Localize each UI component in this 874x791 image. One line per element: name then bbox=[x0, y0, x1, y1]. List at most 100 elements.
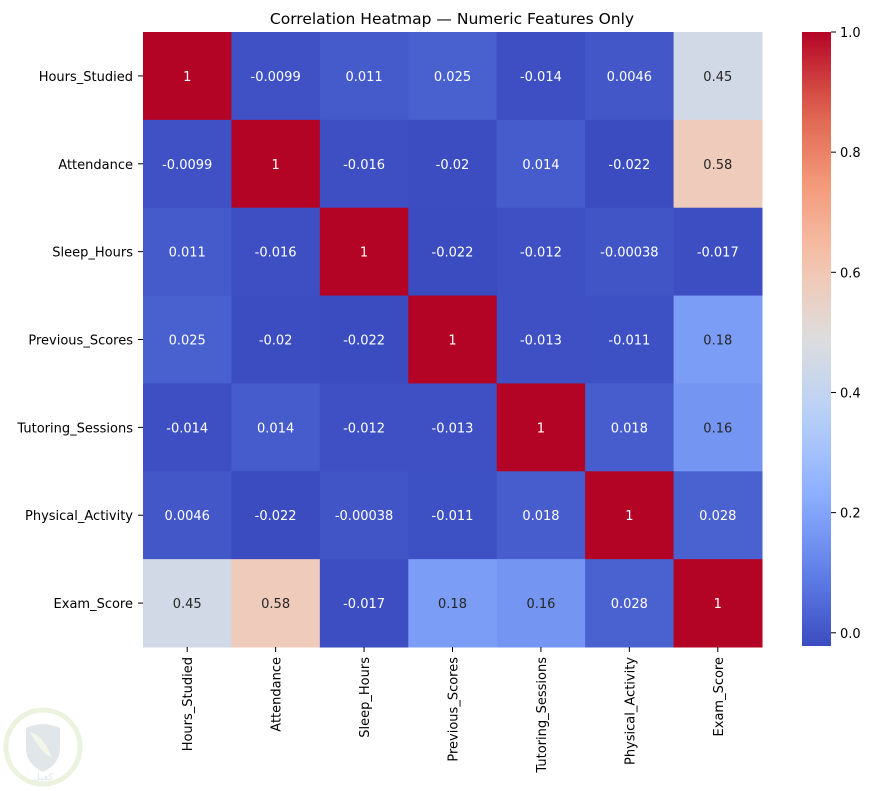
heatmap-cell bbox=[143, 32, 232, 121]
heatmap-cell bbox=[585, 207, 675, 297]
cell-annotation: -0.022 bbox=[255, 509, 297, 524]
y-tick-label: Previous_Scores bbox=[28, 334, 133, 349]
cell-annotation: 0.014 bbox=[257, 421, 294, 436]
cell-annotation: -0.016 bbox=[343, 158, 385, 173]
x-axis-tick-labels: Hours_Studied Attendance Sleep_Hours Previo… bbox=[181, 647, 727, 774]
cell-annotation: 0.58 bbox=[703, 158, 732, 173]
heatmap-cell bbox=[143, 471, 232, 560]
cell-annotation: 0.018 bbox=[611, 421, 648, 436]
heatmap-cell bbox=[673, 383, 763, 472]
heatmap-cell bbox=[673, 295, 763, 384]
heatmap-cells: 1 -0.0099 0.011 0.025 -0.014 0.0046 0.45 -0.009… bbox=[143, 32, 763, 648]
cell-annotation: -0.013 bbox=[520, 334, 562, 349]
colorbar-tick-label: 0.4 bbox=[840, 386, 861, 401]
cell-annotation: 1 bbox=[537, 421, 545, 436]
heatmap-cell bbox=[673, 207, 763, 297]
heatmap-cell bbox=[496, 119, 586, 209]
cell-annotation: 0.16 bbox=[526, 597, 555, 612]
cell-annotation: 0.028 bbox=[611, 597, 648, 612]
heatmap-cell bbox=[496, 383, 586, 472]
x-tick-label: Previous_Scores bbox=[447, 657, 462, 762]
heatmap-cell bbox=[143, 383, 232, 472]
x-tick-label: Sleep_Hours bbox=[358, 657, 373, 738]
y-tick-label: Sleep_Hours bbox=[52, 246, 133, 261]
cell-annotation: 0.18 bbox=[438, 597, 467, 612]
cell-annotation: -0.02 bbox=[436, 158, 470, 173]
heatmap-cell bbox=[585, 383, 675, 472]
y-tick-label: Exam_Score bbox=[54, 597, 133, 612]
cell-annotation: 0.011 bbox=[169, 246, 206, 261]
watermark-logo: كفيل bbox=[3, 707, 83, 787]
heatmap-cell bbox=[231, 383, 321, 472]
cell-annotation: 0.028 bbox=[699, 509, 736, 524]
watermark-text: كفيل bbox=[33, 772, 54, 783]
heatmap-cell bbox=[319, 207, 409, 297]
cell-annotation: 0.025 bbox=[169, 334, 206, 349]
heatmap-cell bbox=[143, 295, 232, 384]
cell-annotation: 1 bbox=[714, 597, 722, 612]
heatmap-cell bbox=[143, 559, 232, 648]
cell-annotation: -0.017 bbox=[697, 246, 739, 261]
cell-annotation: -0.0099 bbox=[251, 70, 301, 85]
heatmap-cell bbox=[673, 32, 763, 121]
heatmap-cell bbox=[585, 559, 675, 648]
heatmap-cell bbox=[231, 119, 321, 209]
watermark-ring bbox=[3, 707, 83, 787]
heatmap-cell bbox=[673, 471, 763, 560]
cell-annotation: -0.012 bbox=[520, 246, 562, 261]
heatmap-cell bbox=[408, 207, 498, 297]
heatmap-cell bbox=[496, 471, 586, 560]
heatmap-cell bbox=[319, 119, 409, 209]
cell-annotation: 0.18 bbox=[703, 334, 732, 349]
heatmap-cell bbox=[231, 559, 321, 648]
cell-annotation: -0.014 bbox=[166, 421, 208, 436]
cell-annotation: -0.0099 bbox=[162, 158, 212, 173]
heatmap-cell bbox=[408, 559, 498, 648]
heatmap-cell bbox=[408, 295, 498, 384]
heatmap-cell bbox=[319, 471, 409, 560]
heatmap-cell bbox=[496, 207, 586, 297]
y-tick-label: Hours_Studied bbox=[39, 70, 133, 85]
heatmap-cell bbox=[585, 32, 675, 121]
cell-annotation: 1 bbox=[448, 334, 456, 349]
cell-annotation: -0.014 bbox=[520, 70, 562, 85]
heatmap-cell bbox=[585, 295, 675, 384]
heatmap-cell bbox=[408, 383, 498, 472]
cell-annotation: -0.022 bbox=[608, 158, 650, 173]
cell-annotation: 1 bbox=[360, 246, 368, 261]
heatmap-cell bbox=[143, 207, 232, 297]
heatmap-cell bbox=[319, 559, 409, 648]
heatmap-cell bbox=[408, 119, 498, 209]
cell-annotation: -0.00038 bbox=[600, 246, 658, 261]
cell-annotation: 0.45 bbox=[173, 597, 202, 612]
heatmap-cell bbox=[585, 471, 675, 560]
heatmap-cell bbox=[319, 295, 409, 384]
cell-annotation: 0.0046 bbox=[164, 509, 210, 524]
cell-annotation: -0.017 bbox=[343, 597, 385, 612]
colorbar-tick-label: 1.0 bbox=[840, 26, 861, 41]
cell-annotation: -0.02 bbox=[259, 334, 293, 349]
cell-annotation: 1 bbox=[272, 158, 280, 173]
x-tick-label: Hours_Studied bbox=[181, 657, 196, 751]
heatmap-cell bbox=[319, 32, 409, 121]
heatmap-cell bbox=[408, 32, 498, 121]
cell-annotation: -0.012 bbox=[343, 421, 385, 436]
heatmap-cell bbox=[673, 559, 763, 648]
cell-annotation: 0.018 bbox=[522, 509, 559, 524]
x-tick-label: Attendance bbox=[270, 657, 285, 732]
heatmap-cell bbox=[496, 32, 586, 121]
heatmap-cell bbox=[496, 559, 586, 648]
cell-annotation: -0.022 bbox=[343, 334, 385, 349]
cell-annotation: 0.16 bbox=[703, 421, 732, 436]
heatmap-cell bbox=[673, 119, 763, 209]
heatmap-cell bbox=[585, 119, 675, 209]
heatmap-cell bbox=[231, 471, 321, 560]
heatmap-cell bbox=[231, 207, 321, 297]
colorbar-gradient bbox=[802, 32, 831, 646]
cell-annotation: -0.011 bbox=[608, 334, 650, 349]
cell-annotation: 0.011 bbox=[345, 70, 382, 85]
cell-annotation: -0.011 bbox=[432, 509, 474, 524]
x-tick-label: Tutoring_Sessions bbox=[535, 657, 550, 774]
heatmap-cell bbox=[143, 119, 232, 209]
